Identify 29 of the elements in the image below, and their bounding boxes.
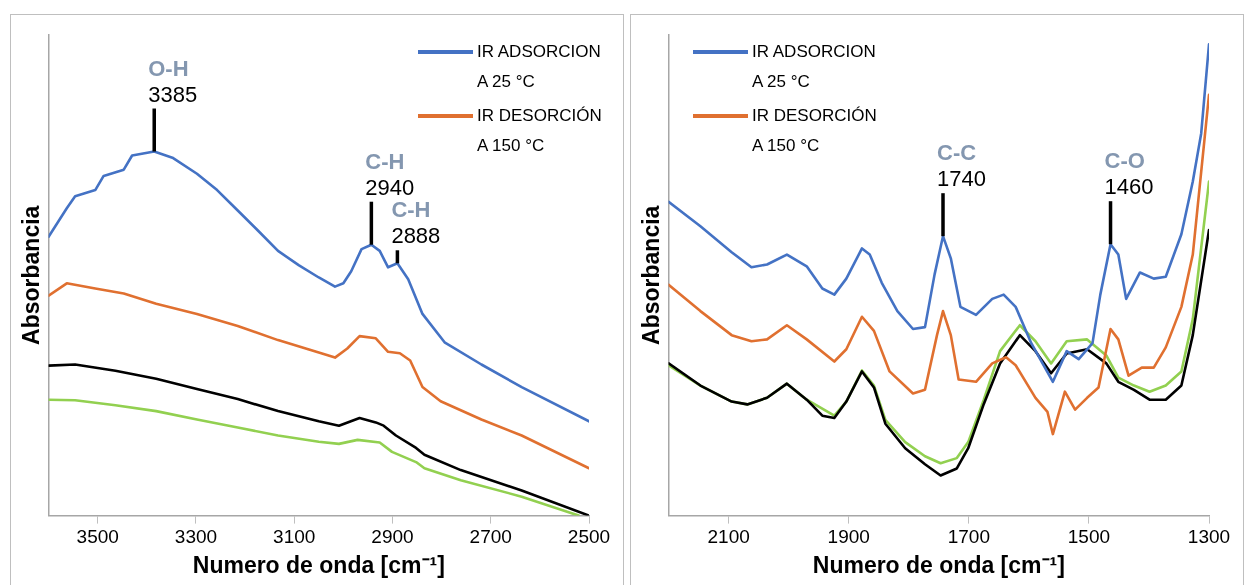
legend-label: IR DESORCIÓN A 150 °C (477, 105, 603, 157)
x-tick-label: 1300 (1187, 526, 1231, 548)
x-tick-label: 1500 (1067, 526, 1111, 548)
annotation: C-C (937, 140, 977, 166)
annotation: 1740 (937, 166, 986, 192)
annotation: C-O (1104, 148, 1145, 174)
x-tick-label: 1900 (827, 526, 870, 548)
x-axis-title: Numero de onda [cm⁻¹] (192, 551, 445, 578)
annotation: 1460 (1104, 174, 1154, 200)
annotation: 2888 (391, 223, 441, 249)
x-tick-label: 3100 (273, 526, 316, 548)
annotation: 2940 (365, 174, 415, 200)
annotation: C-H (391, 197, 431, 223)
legend-label: IR DESORCIÓN A 150 °C (752, 105, 878, 157)
annotation: C-H (365, 148, 405, 174)
x-tick-label: 1700 (947, 526, 990, 548)
x-tick-label: 2700 (469, 526, 512, 548)
annotation: O-H (148, 55, 189, 81)
x-tick-label: 3300 (174, 526, 218, 548)
legend-label: IR ADSORCION A 25 °C (752, 41, 877, 93)
x-tick-label: 2100 (707, 526, 750, 548)
legend-label: IR ADSORCION A 25 °C (477, 41, 602, 93)
x-tick-label: 2500 (567, 526, 611, 548)
x-tick-label: 2900 (371, 526, 414, 548)
annotation: 3385 (148, 81, 198, 107)
y-axis-title: Absorbancia (638, 205, 665, 345)
x-tick-label: 3500 (76, 526, 119, 548)
x-axis-title: Numero de onda [cm⁻¹] (812, 551, 1065, 578)
y-axis-title: Absorbancia (18, 205, 45, 345)
